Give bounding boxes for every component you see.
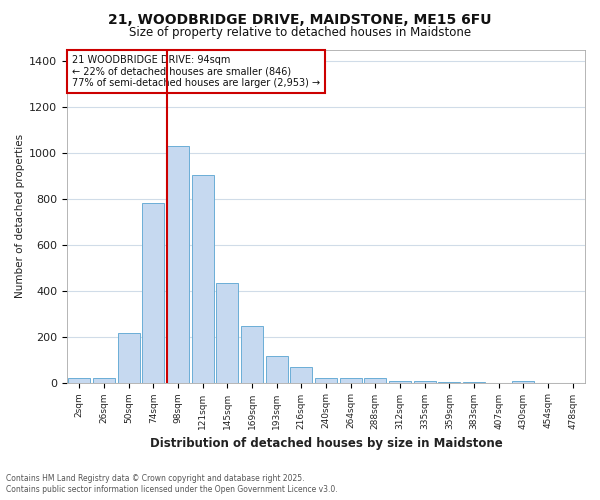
- Text: Size of property relative to detached houses in Maidstone: Size of property relative to detached ho…: [129, 26, 471, 39]
- X-axis label: Distribution of detached houses by size in Maidstone: Distribution of detached houses by size …: [149, 437, 502, 450]
- Bar: [315, 378, 337, 382]
- Bar: [340, 378, 362, 382]
- Bar: [290, 366, 313, 382]
- Bar: [93, 378, 115, 382]
- Bar: [142, 202, 164, 382]
- Bar: [191, 175, 214, 382]
- Bar: [118, 334, 140, 382]
- Text: Contains HM Land Registry data © Crown copyright and database right 2025.
Contai: Contains HM Land Registry data © Crown c…: [6, 474, 338, 494]
- Text: 21, WOODBRIDGE DRIVE, MAIDSTONE, ME15 6FU: 21, WOODBRIDGE DRIVE, MAIDSTONE, ME15 6F…: [108, 12, 492, 26]
- Bar: [68, 378, 91, 382]
- Bar: [241, 326, 263, 382]
- Bar: [216, 283, 238, 382]
- Bar: [413, 380, 436, 382]
- Text: 21 WOODBRIDGE DRIVE: 94sqm
← 22% of detached houses are smaller (846)
77% of sem: 21 WOODBRIDGE DRIVE: 94sqm ← 22% of deta…: [72, 55, 320, 88]
- Y-axis label: Number of detached properties: Number of detached properties: [15, 134, 25, 298]
- Bar: [364, 378, 386, 382]
- Bar: [167, 146, 189, 382]
- Bar: [266, 356, 288, 382]
